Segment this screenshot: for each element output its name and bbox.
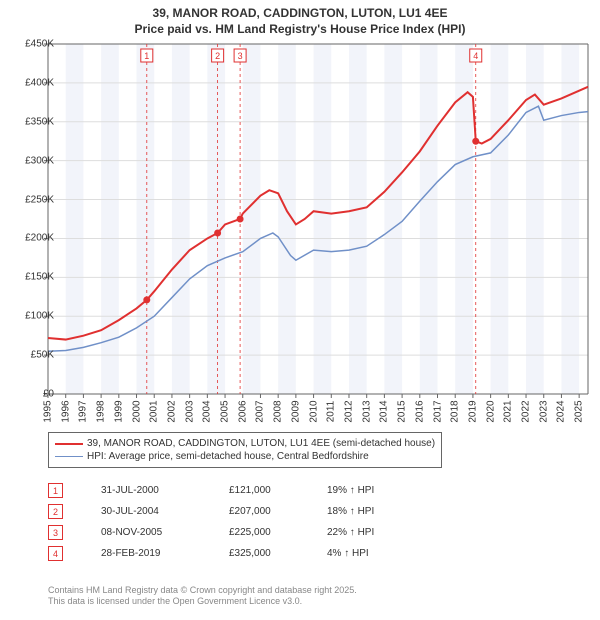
sale-row: 1 31-JUL-2000 £121,000 19% ↑ HPI bbox=[48, 480, 407, 501]
title-line-2: Price paid vs. HM Land Registry's House … bbox=[0, 22, 600, 38]
sale-price: £325,000 bbox=[229, 548, 289, 559]
sale-row: 3 08-NOV-2005 £225,000 22% ↑ HPI bbox=[48, 522, 407, 543]
x-tick-label: 2012 bbox=[343, 400, 354, 422]
x-tick-label: 2011 bbox=[326, 401, 337, 423]
chart-title: 39, MANOR ROAD, CADDINGTON, LUTON, LU1 4… bbox=[0, 0, 600, 37]
sale-price: £121,000 bbox=[229, 485, 289, 496]
svg-text:4: 4 bbox=[473, 51, 478, 61]
x-tick-label: 2004 bbox=[202, 400, 213, 422]
x-tick-label: 1997 bbox=[78, 400, 89, 422]
x-tick-label: 2020 bbox=[485, 400, 496, 422]
x-tick-label: 2006 bbox=[237, 400, 248, 422]
svg-text:2: 2 bbox=[215, 51, 220, 61]
sale-marker: 4 bbox=[48, 546, 63, 561]
sale-row: 4 28-FEB-2019 £325,000 4% ↑ HPI bbox=[48, 543, 407, 564]
legend-swatch bbox=[55, 443, 83, 445]
x-tick-label: 2002 bbox=[166, 400, 177, 422]
legend-label: HPI: Average price, semi-detached house,… bbox=[87, 451, 369, 462]
sale-price: £225,000 bbox=[229, 527, 289, 538]
footnote-line-2: This data is licensed under the Open Gov… bbox=[48, 596, 357, 608]
title-line-1: 39, MANOR ROAD, CADDINGTON, LUTON, LU1 4… bbox=[0, 6, 600, 22]
y-tick-label: £300K bbox=[25, 155, 54, 166]
y-tick-label: £100K bbox=[25, 311, 54, 322]
footnote: Contains HM Land Registry data © Crown c… bbox=[48, 585, 357, 608]
svg-text:3: 3 bbox=[238, 51, 243, 61]
sale-marker: 2 bbox=[48, 504, 63, 519]
legend-swatch bbox=[55, 456, 83, 457]
chart-svg: 1 2 3 4 bbox=[48, 44, 588, 394]
y-tick-label: £400K bbox=[25, 77, 54, 88]
x-tick-label: 2024 bbox=[556, 400, 567, 422]
chart-area: 1 2 3 4 bbox=[48, 44, 588, 394]
x-tick-label: 2022 bbox=[521, 400, 532, 422]
y-tick-label: £250K bbox=[25, 194, 54, 205]
legend-label: 39, MANOR ROAD, CADDINGTON, LUTON, LU1 4… bbox=[87, 438, 435, 449]
legend: 39, MANOR ROAD, CADDINGTON, LUTON, LU1 4… bbox=[48, 432, 442, 468]
y-tick-label: £350K bbox=[25, 116, 54, 127]
legend-row: HPI: Average price, semi-detached house,… bbox=[55, 450, 435, 463]
x-tick-label: 2014 bbox=[379, 400, 390, 422]
x-tick-label: 2001 bbox=[149, 400, 160, 422]
sale-date: 08-NOV-2005 bbox=[101, 527, 191, 538]
x-tick-label: 2005 bbox=[220, 400, 231, 422]
y-tick-label: £0 bbox=[43, 389, 54, 400]
x-tick-label: 2009 bbox=[290, 400, 301, 422]
sale-diff: 22% ↑ HPI bbox=[327, 527, 407, 538]
x-tick-label: 2018 bbox=[450, 400, 461, 422]
sale-diff: 4% ↑ HPI bbox=[327, 548, 407, 559]
svg-text:1: 1 bbox=[144, 51, 149, 61]
x-tick-label: 1998 bbox=[96, 400, 107, 422]
sale-date: 30-JUL-2004 bbox=[101, 506, 191, 517]
sale-date: 31-JUL-2000 bbox=[101, 485, 191, 496]
legend-row: 39, MANOR ROAD, CADDINGTON, LUTON, LU1 4… bbox=[55, 437, 435, 450]
x-tick-label: 2025 bbox=[574, 400, 585, 422]
x-tick-label: 2008 bbox=[273, 400, 284, 422]
x-tick-label: 2013 bbox=[361, 400, 372, 422]
sale-marker: 3 bbox=[48, 525, 63, 540]
x-tick-label: 2017 bbox=[432, 400, 443, 422]
sale-date: 28-FEB-2019 bbox=[101, 548, 191, 559]
y-tick-label: £200K bbox=[25, 233, 54, 244]
x-tick-label: 2010 bbox=[308, 400, 319, 422]
sale-diff: 18% ↑ HPI bbox=[327, 506, 407, 517]
y-tick-label: £450K bbox=[25, 39, 54, 50]
sale-diff: 19% ↑ HPI bbox=[327, 485, 407, 496]
x-tick-label: 1999 bbox=[113, 400, 124, 422]
x-tick-label: 1996 bbox=[60, 400, 71, 422]
x-tick-label: 2021 bbox=[503, 400, 514, 422]
sales-table: 1 31-JUL-2000 £121,000 19% ↑ HPI 2 30-JUL-200… bbox=[48, 480, 407, 564]
x-tick-label: 2015 bbox=[397, 400, 408, 422]
x-tick-label: 2000 bbox=[131, 400, 142, 422]
x-tick-label: 2007 bbox=[255, 400, 266, 422]
sale-marker: 1 bbox=[48, 483, 63, 498]
sale-row: 2 30-JUL-2004 £207,000 18% ↑ HPI bbox=[48, 501, 407, 522]
footnote-line-1: Contains HM Land Registry data © Crown c… bbox=[48, 585, 357, 597]
x-tick-label: 1995 bbox=[43, 400, 54, 422]
x-tick-label: 2019 bbox=[467, 400, 478, 422]
sale-price: £207,000 bbox=[229, 506, 289, 517]
y-tick-label: £50K bbox=[31, 350, 54, 361]
y-tick-label: £150K bbox=[25, 272, 54, 283]
x-tick-label: 2016 bbox=[414, 400, 425, 422]
x-tick-label: 2003 bbox=[184, 400, 195, 422]
x-tick-label: 2023 bbox=[538, 400, 549, 422]
